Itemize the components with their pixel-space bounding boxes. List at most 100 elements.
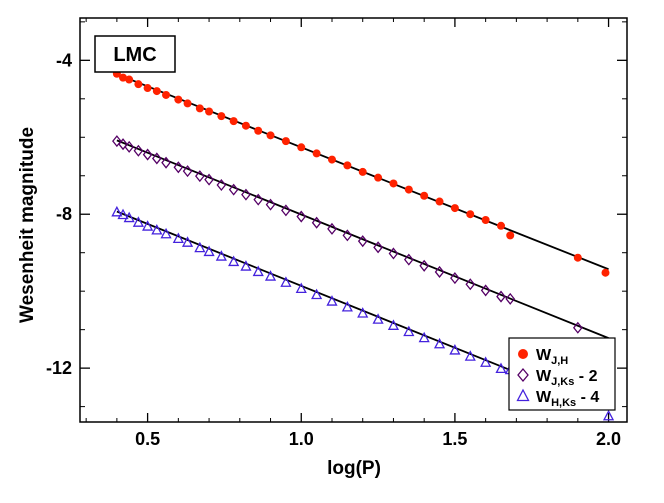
data-point xyxy=(204,173,214,186)
data-point xyxy=(327,155,336,164)
data-point xyxy=(450,272,460,285)
data-point xyxy=(182,165,193,178)
data-point xyxy=(228,183,239,196)
data-point xyxy=(311,216,322,229)
y-tick-label: -4 xyxy=(56,50,72,70)
legend-label-1: WJ,H xyxy=(536,347,568,367)
data-point xyxy=(312,149,321,158)
data-point xyxy=(117,208,129,220)
legend: WJ,HWJ,Ks - 2WH,Ks - 4 xyxy=(508,337,616,411)
data-point xyxy=(341,300,353,312)
data-point xyxy=(372,313,384,324)
data-point xyxy=(280,276,292,287)
data-point xyxy=(601,268,610,277)
data-point xyxy=(374,173,383,182)
data-point xyxy=(172,232,184,244)
data-point xyxy=(125,75,134,84)
series-2-points xyxy=(112,135,614,352)
y-ticks: -4 -8 -12 xyxy=(46,21,627,408)
legend-subscript: J,H xyxy=(551,355,568,367)
data-point xyxy=(252,265,264,277)
data-point xyxy=(572,321,583,334)
data-point xyxy=(480,356,492,367)
data-point xyxy=(264,270,277,281)
data-point xyxy=(111,205,123,217)
data-point xyxy=(266,131,275,140)
legend-subscript: H,Ks xyxy=(551,397,576,409)
data-point xyxy=(281,137,290,146)
data-point xyxy=(132,216,144,227)
data-point xyxy=(495,362,507,374)
data-point xyxy=(497,221,506,230)
data-point xyxy=(228,255,240,267)
data-point xyxy=(326,295,338,306)
data-point xyxy=(142,148,153,161)
data-point xyxy=(480,284,491,297)
data-point xyxy=(229,117,238,126)
data-point xyxy=(118,138,128,151)
data-point xyxy=(389,179,398,188)
data-point xyxy=(124,140,135,153)
plot-frame xyxy=(79,17,628,423)
legend-suffix: - 4 xyxy=(576,389,599,406)
data-point xyxy=(403,325,415,337)
x-ticks: 0.5 1.0 1.5 2.0 xyxy=(85,18,621,449)
data-point xyxy=(151,152,162,165)
data-point xyxy=(181,236,194,247)
legend-label-3: WH,Ks - 4 xyxy=(536,389,599,409)
data-point xyxy=(240,260,252,271)
data-point xyxy=(296,210,307,223)
legend-main: W xyxy=(536,347,552,364)
data-point xyxy=(433,337,446,349)
data-point xyxy=(174,95,183,104)
data-point xyxy=(388,247,399,260)
data-point xyxy=(464,350,476,361)
x-tick-label: 1.5 xyxy=(442,429,467,449)
data-point xyxy=(253,193,264,206)
data-point xyxy=(203,245,215,257)
data-point xyxy=(205,107,214,116)
data-point xyxy=(418,331,430,343)
x-tick-label: 1.0 xyxy=(289,429,314,449)
data-point xyxy=(297,143,306,152)
data-point xyxy=(387,319,400,330)
data-point xyxy=(241,188,251,201)
data-point xyxy=(217,112,226,121)
panel-label-box: LMC xyxy=(94,35,176,73)
data-point xyxy=(265,198,276,211)
data-point xyxy=(161,156,171,169)
data-point xyxy=(450,204,459,213)
data-point xyxy=(195,104,204,113)
legend-marker-2 xyxy=(517,367,529,383)
data-point xyxy=(112,135,122,148)
data-point xyxy=(466,210,475,219)
data-point xyxy=(295,282,307,294)
data-point xyxy=(173,161,184,174)
data-point xyxy=(133,144,144,157)
data-point xyxy=(143,84,152,93)
data-point xyxy=(404,185,413,194)
legend-marker-1 xyxy=(518,349,528,359)
legend-main: W xyxy=(536,368,552,385)
data-point xyxy=(573,253,582,262)
data-point xyxy=(602,409,615,421)
data-point xyxy=(435,197,444,206)
data-point xyxy=(342,229,353,242)
data-point xyxy=(373,241,383,254)
data-point xyxy=(281,204,291,217)
legend-suffix: - 2 xyxy=(574,368,597,385)
y-tick-label: -12 xyxy=(46,358,72,378)
data-point xyxy=(506,231,515,240)
y-axis-title: Wesenheit magnitude xyxy=(17,127,38,323)
data-point xyxy=(119,73,128,82)
data-point xyxy=(134,80,143,89)
data-point xyxy=(357,235,368,248)
data-point xyxy=(343,161,352,170)
data-point xyxy=(195,170,205,183)
data-point xyxy=(160,227,172,239)
data-point xyxy=(216,178,227,192)
x-axis-title: log(P) xyxy=(327,458,381,479)
data-point xyxy=(123,211,135,223)
x-tick-label: 0.5 xyxy=(135,429,160,449)
